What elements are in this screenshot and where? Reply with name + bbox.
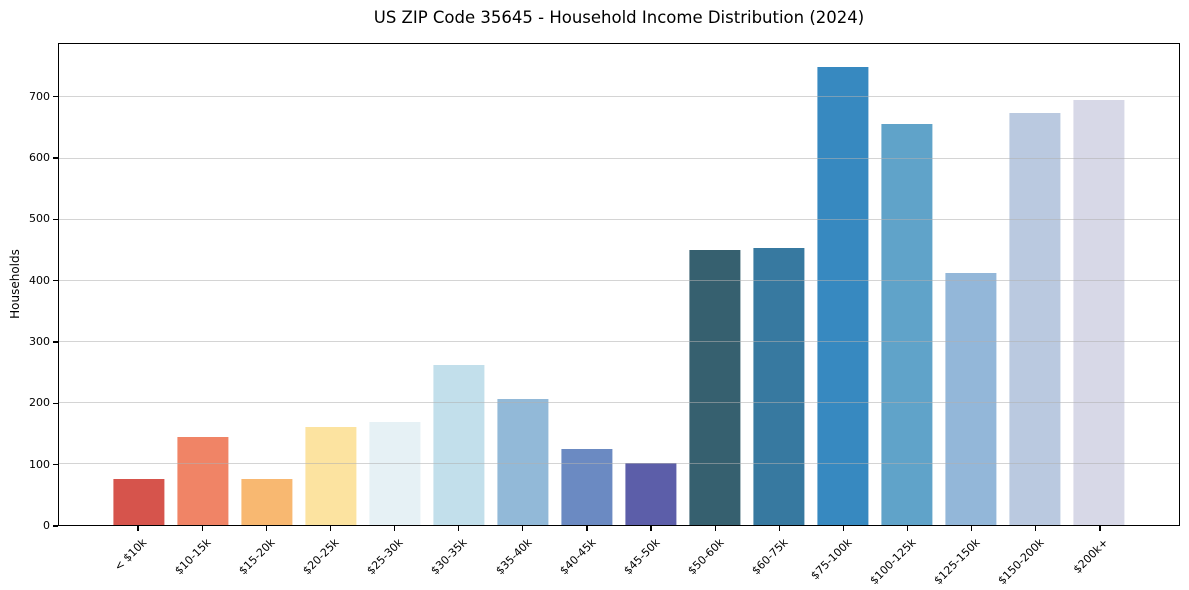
gridline-300: [59, 340, 1179, 342]
x-tick-label: < $10k: [111, 536, 150, 574]
bar-$30-35k: [433, 364, 485, 525]
x-tick-mark: [906, 526, 909, 531]
x-tick-label: $10-15k: [172, 536, 214, 578]
x-tick-mark: [970, 526, 973, 531]
bar-$10-15k: [177, 437, 229, 525]
bar-$35-40k: [497, 399, 549, 525]
y-tick-mark: [53, 402, 58, 404]
x-tick-mark: [137, 526, 139, 531]
gridline-100: [59, 462, 1179, 464]
bar-$50-60k: [689, 250, 741, 525]
x-tick-mark: [265, 526, 268, 531]
gridline-500: [59, 218, 1179, 220]
x-tick-label: $200k+: [1071, 536, 1112, 577]
x-tick-label: $75-100k: [808, 536, 855, 583]
y-tick-label: 700: [29, 89, 50, 103]
x-tick-label: $15-20k: [236, 536, 278, 578]
x-tick-mark: [393, 526, 396, 531]
chart-title: US ZIP Code 35645 - Household Income Dis…: [373, 8, 865, 27]
y-tick-mark: [53, 218, 58, 220]
bar-$45-50k: [625, 463, 677, 525]
x-tick-label: $25-30k: [364, 536, 406, 578]
x-tick-mark: [201, 526, 203, 531]
x-tick-mark: [1099, 526, 1101, 531]
y-tick-mark: [53, 280, 58, 282]
x-tick-label: $60-75k: [749, 536, 791, 578]
x-tick-mark: [714, 526, 716, 531]
x-tick-label: $40-45k: [556, 536, 599, 578]
x-tick-mark: [1035, 526, 1037, 531]
bar-$125-150k: [945, 272, 997, 525]
x-tick-mark: [329, 526, 332, 531]
y-tick-mark: [53, 157, 58, 159]
y-tick-mark: [53, 464, 58, 466]
x-tick-mark: [842, 526, 845, 531]
y-tick-label: 200: [29, 396, 50, 410]
gridline-200: [59, 401, 1179, 403]
bar-$200k+: [1073, 99, 1125, 525]
bar-$15-20k: [241, 479, 293, 525]
plot-area: [58, 43, 1180, 526]
x-tick-mark: [778, 526, 780, 531]
y-tick-label: 600: [29, 151, 50, 164]
x-tick-label: $45-50k: [620, 536, 663, 578]
y-tick-mark: [53, 341, 58, 343]
bar-$20-25k: [305, 427, 357, 525]
x-tick-label: $150-200k: [995, 536, 1047, 588]
y-tick-label: 500: [29, 212, 50, 226]
x-tick-label: $20-25k: [300, 536, 342, 578]
bar-$150-200k: [1009, 112, 1061, 525]
x-tick-label: $100-125k: [867, 536, 919, 588]
gridline-400: [59, 279, 1179, 281]
x-tick-mark: [586, 526, 588, 531]
bar-< $10k: [113, 479, 165, 525]
y-tick-mark: [53, 525, 58, 527]
bar-$40-45k: [561, 449, 613, 525]
bar-$25-30k: [369, 421, 421, 525]
y-tick-label: 300: [29, 335, 50, 348]
bar-$75-100k: [817, 66, 869, 525]
x-tick-label: $35-40k: [492, 536, 535, 578]
bar-$100-125k: [881, 124, 933, 525]
x-tick-mark: [650, 526, 652, 531]
bar-$60-75k: [753, 248, 805, 525]
gridline-700: [59, 96, 1179, 98]
x-tick-mark: [458, 526, 460, 531]
gridline-600: [59, 157, 1179, 159]
y-tick-mark: [53, 96, 58, 98]
y-tick-label: 0: [43, 519, 50, 532]
y-tick-label: 400: [29, 273, 50, 287]
x-tick-label: $125-150k: [931, 536, 983, 588]
x-tick-label: $30-35k: [428, 536, 470, 578]
x-tick-label: $50-60k: [685, 536, 727, 578]
y-tick-label: 100: [29, 457, 50, 471]
x-tick-mark: [522, 526, 524, 531]
